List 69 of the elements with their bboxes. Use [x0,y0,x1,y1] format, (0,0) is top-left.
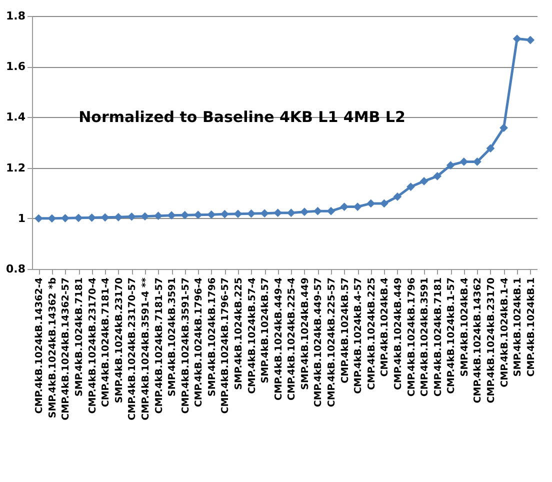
x-tick-label: CMP.4kB.1024kB.23170 [486,277,497,404]
x-tick-label: SMP.4kB.1024kB.14362 *b [47,277,58,418]
point [420,177,428,186]
x-tick-label: CMP.4kB.1024kB.449-4 [273,277,284,401]
text: Normalized to Baseline 4KB L1 4MB L2 [78,108,406,126]
point [88,213,96,222]
y-tick-label: 1.4 [6,110,26,124]
x-tick-label: SMP.4kB.1024kB.1 [512,278,524,377]
point [433,172,442,180]
point [194,210,202,220]
x-tick-label: CMP.4kB.1024kB.1796-57 [220,278,232,414]
x-tick-label: SMP.4kB.1024kB.23170 [114,277,125,404]
x-tick-label: CMP.4kB.1024kB.225 [366,278,378,390]
x-tick-label: CMP.4kB.1024kB.4 [380,277,391,377]
x-tick-label: CMP.4kB.1024kB.14362-57 [60,278,72,420]
point [34,214,43,223]
point [500,124,508,132]
y-tick-label: 1.2 [6,161,26,174]
x-tick-label: SMP.4kB.1024kB.449 [300,278,311,390]
x-tick-label: CMP.4kB.1024kB.225-57 [326,278,338,408]
x-tick-label: SMP.4kB.1024kB.225 [233,278,244,390]
y-tick-label: 1.8 [6,10,26,22]
y-tick-label: 0.8 [6,262,26,276]
point [326,206,336,216]
point [393,192,402,201]
x-tick-label: SMP.4kB.1024kB.4 [459,277,470,377]
x-tick-label: CMP.4kB.1024kB.4-57 [353,278,364,394]
x-tick-label: CMP.4kB.1024kB.1-57 [446,278,458,394]
x-tick-label: CMP.4kB.1024kB.1796 [406,277,418,397]
x-tick-label: SMP.4kB.1024kB.1796 [206,277,218,396]
x-tick-label: SMP.4kB.1024kB.3591 [167,278,178,396]
x-tick-label: CMP.4kB.1024kB.7181 [432,278,444,397]
x-tick-label: CMP.4kB.1024kB.3591-4 ** [140,277,152,420]
x-tick-label: CMP.4kB.1024kB.57 [340,278,351,384]
y-tick-label: 1.6 [6,60,26,74]
x-tick-label: SMP.4kB.1024kB.7181 [74,278,86,396]
x-tick-label: CMP.4kB.1024kB.7181-4 [100,277,112,408]
x-tick-label: CMP.4kB.1024kB.3591 [420,278,431,397]
x-tick-label: CMP.4kB.1024kB.449 [392,278,404,390]
point [154,212,162,220]
x-tick-label: CMP.4kB.1024kB.3591-57 [180,278,192,414]
point [100,213,110,222]
x-tick-label: CMP.4kB.1024kB.1-4 [499,277,510,388]
point [486,144,495,152]
point [473,158,482,166]
x-tick-label: CMP.4kB.1024kB.225-4 [286,277,298,401]
x-tick-label: SMP.4kB.1024kB.57 [260,278,272,384]
x-tick-label: CMP.4kB.1024kB.449-57 [313,278,324,408]
x-tick-label: CMP.4kB.1024kB.1796-4 [194,277,205,408]
point [340,202,348,211]
x-tick-label: CMP.4kB.1024kB.57-4 [246,277,258,394]
point [446,161,455,170]
x-tick-label: CMP.4kB.1024kB.23170-4 [87,277,98,414]
point [300,208,309,216]
point [406,182,415,191]
point [512,34,522,43]
x-tick-label: CMP.4kB.1024kB.1 [526,278,537,377]
x-tick-label: CMP.4kB.1024kB.23170-57 [127,278,138,420]
point [220,210,229,218]
x-tick-label: CMP.4kB.1024kB.14362-4 [34,277,46,414]
x-tick-label: CMP.4kB.1024kB.14362 [472,278,484,404]
point [247,209,256,218]
point [167,211,176,220]
point [526,36,535,44]
x-tick-label: CMP.4kB.1024kB.7181-57 [154,278,165,414]
y-tick-label: 1 [18,212,26,225]
point [61,214,70,222]
point [207,210,216,219]
point [314,206,322,216]
